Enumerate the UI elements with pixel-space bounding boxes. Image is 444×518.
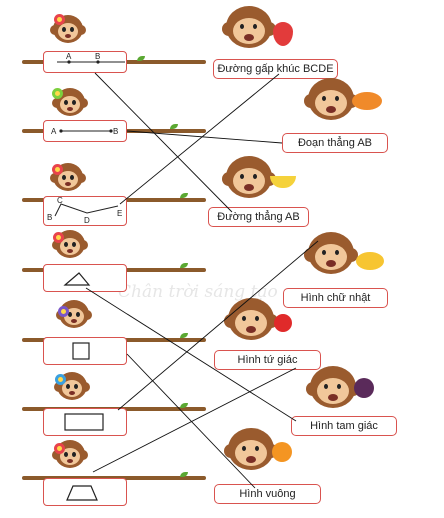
- connection-line: [94, 72, 233, 213]
- point-c-label: C: [57, 196, 63, 205]
- label-hinh-tam-giac[interactable]: Hình tam giác: [291, 416, 397, 436]
- strawberry-icon: [273, 22, 293, 46]
- banana-icon: [270, 176, 296, 188]
- segment-ab-figure: A B: [51, 127, 118, 136]
- rectangle-figure: [64, 413, 104, 431]
- label-hinh-tu-giac[interactable]: Hình tứ giác: [214, 350, 321, 370]
- label-duong-thang[interactable]: Đường thẳng AB: [208, 207, 309, 227]
- flower-icon: [52, 164, 63, 175]
- connection-line: [126, 353, 256, 489]
- flower-icon: [53, 232, 64, 243]
- triangle-figure: [63, 272, 91, 286]
- trapezoid-figure: [66, 485, 98, 501]
- point-a-label: A: [51, 127, 57, 136]
- flower-icon: [54, 443, 65, 454]
- mangosteen-icon: [354, 378, 374, 398]
- flower-icon: [54, 14, 65, 25]
- square-figure: [72, 342, 90, 360]
- apple-icon: [274, 314, 292, 332]
- answer-box-trapezoid[interactable]: [43, 478, 127, 506]
- flower-icon: [55, 374, 66, 385]
- point-b-label: B: [113, 127, 118, 136]
- label-hinh-vuong[interactable]: Hình vuông: [214, 484, 321, 504]
- point-a-label: A: [66, 52, 72, 61]
- papaya-icon: [352, 92, 382, 110]
- orange-icon: [272, 442, 292, 462]
- leaf: [137, 56, 145, 61]
- point-b-label: B: [95, 52, 100, 61]
- label-duong-gap-khuc[interactable]: Đường gấp khúc BCDE: [213, 59, 338, 79]
- point-d-label: D: [84, 216, 90, 225]
- label-doan-thang[interactable]: Đoạn thẳng AB: [282, 133, 388, 153]
- polyline-bcde-figure: B C D E: [47, 196, 122, 225]
- mango-icon: [356, 252, 384, 270]
- point-e-label: E: [117, 209, 122, 218]
- answer-box-triangle[interactable]: [43, 264, 127, 292]
- ray-ab-figure: A B: [57, 52, 125, 64]
- flower-icon: [52, 88, 63, 99]
- point-b-label: B: [47, 213, 52, 222]
- flower-icon: [58, 306, 69, 317]
- label-hinh-chu-nhat[interactable]: Hình chữ nhật: [283, 288, 388, 308]
